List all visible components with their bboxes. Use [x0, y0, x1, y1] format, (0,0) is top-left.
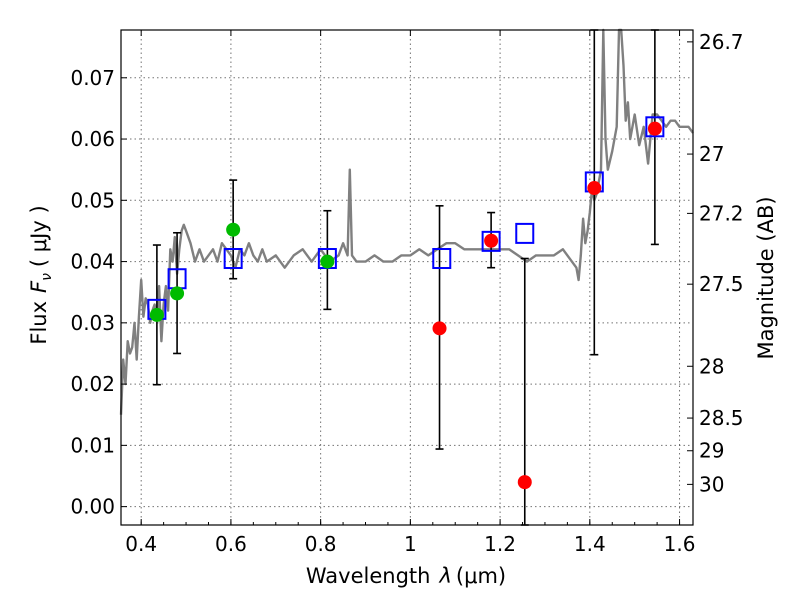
- y2-tick-label: 29: [699, 439, 724, 463]
- y2-tick-label: 28: [699, 354, 724, 378]
- observed-flux-point: [320, 254, 335, 269]
- y-tick-label: 0.01: [70, 433, 115, 457]
- x-tick-label: 0.8: [305, 532, 337, 556]
- observed-flux-point: [149, 307, 164, 322]
- plot-frame: [120, 29, 694, 526]
- y-tick-label: 0.05: [70, 188, 115, 212]
- y2-tick-label: 26.7: [699, 30, 744, 54]
- y-tick-label: 0.02: [70, 372, 115, 396]
- model-photometry-square: [645, 116, 665, 138]
- observed-flux-point: [517, 475, 532, 490]
- x-tick-label: 1: [404, 532, 417, 556]
- y-axis-label: FluxFν( μJy ): [27, 205, 55, 344]
- axis-ticks: 0.4 0.6 0.8 1 1.2 1.4 1.6 0.00 0.01 0.02 0.03 0.04 0…: [70, 30, 743, 556]
- y-tick-label: 0.06: [70, 127, 115, 151]
- data-layer: [119, 28, 694, 526]
- observed-flux-point: [226, 222, 241, 237]
- model-photometry-square: [432, 248, 452, 270]
- spectrum-line: [119, 28, 694, 415]
- y-tick-label: 0.04: [70, 250, 115, 274]
- model-photometry-square: [481, 230, 501, 252]
- y2-tick-label: 27.5: [699, 272, 744, 296]
- observed-flux-point: [432, 321, 447, 336]
- model-photometry-square: [515, 222, 535, 244]
- model-photometry-square: [223, 248, 243, 270]
- y2-tick-label: 30: [699, 472, 724, 496]
- x-tick-label: 0.6: [215, 532, 247, 556]
- x-tick-label: 1.6: [664, 532, 696, 556]
- y2-axis-label: Magnitude (AB): [754, 196, 778, 359]
- y-tick-label: 0.03: [70, 311, 115, 335]
- observed-flux-point: [587, 181, 602, 196]
- y-tick-label: 0.07: [70, 66, 115, 90]
- x-tick-label: 1.2: [484, 532, 516, 556]
- y-tick-label: 0.00: [70, 495, 115, 519]
- observed-flux-point: [647, 121, 662, 136]
- x-axis-label: Wavelength λ (μm): [306, 564, 506, 588]
- y2-tick-label: 27: [699, 142, 724, 166]
- observed-flux-point: [484, 233, 499, 248]
- x-tick-label: 1.4: [574, 532, 606, 556]
- y2-tick-label: 28.5: [699, 406, 744, 430]
- x-tick-label: 0.4: [125, 532, 157, 556]
- y2-tick-label: 27.2: [699, 201, 744, 225]
- observed-flux-point: [170, 286, 185, 301]
